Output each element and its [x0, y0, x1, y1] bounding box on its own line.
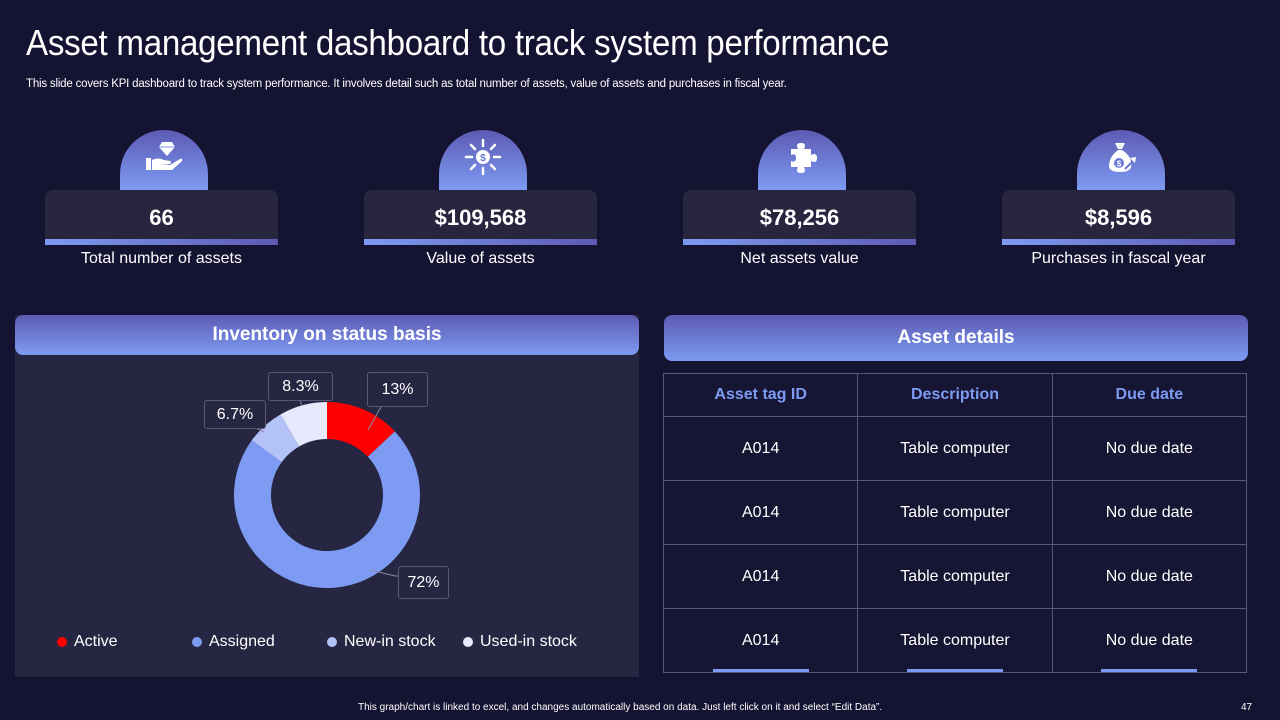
cell-due-date: No due date: [1051, 416, 1248, 481]
cell-asset-tag-id: A014: [662, 608, 859, 673]
cell-description: Table computer: [857, 480, 1053, 545]
money-bag-icon: $: [1109, 143, 1136, 172]
kpi-value: $8,596: [1002, 190, 1235, 245]
donut-slice-assigned[interactable]: [233, 431, 420, 589]
donut-chart[interactable]: [232, 400, 422, 590]
legend-label: Used-in stock: [480, 633, 577, 650]
kpi-accent-bar: [1002, 239, 1235, 245]
kpi-label: Total number of assets: [81, 250, 242, 267]
kpi-purchases: $ $8,596 Purchases in fascal year: [1002, 130, 1235, 275]
svg-text:$: $: [480, 153, 486, 164]
kpi-net-assets: $78,256 Net assets value: [683, 130, 916, 275]
page-title: Asset management dashboard to track syst…: [26, 22, 890, 63]
legend-marker-used-in-stock: [463, 637, 473, 647]
page-number: 47: [1241, 702, 1253, 713]
cell-description: Table computer: [857, 544, 1053, 609]
column-header-description: Description: [857, 373, 1053, 417]
kpi-accent-bar: [683, 239, 916, 245]
donut-slice-active[interactable]: [327, 402, 395, 457]
kpi-label: Value of assets: [426, 250, 535, 267]
cell-text: No due date: [1105, 631, 1193, 649]
table-header-row: Asset tag ID Description Due date: [662, 373, 1248, 417]
kpi-icon-badge: $: [1077, 130, 1165, 190]
dollar-sun-icon: $: [464, 138, 502, 176]
cell-text: Table computer: [900, 631, 1010, 649]
kpi-icon-badge: $: [439, 130, 527, 190]
cell-asset-tag-id: A014: [662, 416, 859, 481]
kpi-value-of-assets: $ $109,568 Value of assets: [364, 130, 597, 275]
cell-underline: [906, 669, 1003, 672]
asset-details-table: Asset tag ID Description Due date A014 T…: [662, 373, 1248, 673]
svg-text:$: $: [1117, 160, 1122, 169]
label-active-pct: 13%: [367, 372, 428, 407]
kpi-value: $78,256: [683, 190, 916, 245]
cell-asset-tag-id: A014: [662, 480, 859, 545]
inventory-panel-header: Inventory on status basis: [15, 315, 639, 355]
legend-marker-assigned: [192, 637, 202, 647]
cell-text: A014: [741, 631, 780, 649]
cell-underline: [712, 669, 809, 672]
footer-note: This graph/chart is linked to excel, and…: [358, 702, 883, 713]
kpi-value: 66: [45, 190, 278, 245]
hand-diamond-icon: [146, 142, 183, 170]
kpi-icon-badge: [758, 130, 846, 190]
legend-marker-new-in-stock: [327, 637, 337, 647]
page-subtitle: This slide covers KPI dashboard to track…: [26, 78, 787, 90]
label-new-in-stock-pct: 6.7%: [204, 400, 266, 429]
donut-slice-used-in-stock[interactable]: [280, 402, 327, 447]
kpi-label: Purchases in fascal year: [1031, 250, 1206, 267]
table-row: A014 Table computer No due date: [662, 608, 1248, 673]
table-row: A014 Table computer No due date: [662, 480, 1248, 545]
cell-description: Table computer: [857, 416, 1053, 481]
kpi-label: Net assets value: [740, 250, 859, 267]
puzzle-icon: [791, 143, 817, 173]
legend-label: Active: [74, 633, 118, 650]
cell-underline: [1101, 669, 1198, 672]
kpi-value: $109,568: [364, 190, 597, 245]
legend-marker-active: [57, 637, 67, 647]
kpi-accent-bar: [45, 239, 278, 245]
legend-item-active[interactable]: Active: [57, 633, 118, 651]
table-row: A014 Table computer No due date: [662, 416, 1248, 481]
kpi-accent-bar: [364, 239, 597, 245]
cell-due-date: No due date: [1051, 544, 1248, 609]
column-header-due-date: Due date: [1051, 373, 1248, 417]
kpi-total-assets: 66 Total number of assets: [45, 130, 278, 275]
legend-label: Assigned: [209, 633, 275, 650]
legend-item-assigned[interactable]: Assigned: [192, 633, 275, 651]
cell-asset-tag-id: A014: [662, 544, 859, 609]
cell-description: Table computer: [857, 608, 1053, 673]
column-header-asset-tag-id: Asset tag ID: [662, 373, 859, 417]
table-row: A014 Table computer No due date: [662, 544, 1248, 609]
legend-label: New-in stock: [344, 633, 436, 650]
asset-details-header: Asset details: [664, 315, 1248, 361]
legend-item-used-in-stock[interactable]: Used-in stock: [463, 633, 577, 651]
kpi-icon-badge: [120, 130, 208, 190]
donut-slice-new-in-stock[interactable]: [251, 414, 300, 463]
legend-item-new-in-stock[interactable]: New-in stock: [327, 633, 436, 651]
label-used-in-stock-pct: 8.3%: [268, 372, 333, 401]
cell-due-date: No due date: [1051, 480, 1248, 545]
label-assigned-pct: 72%: [398, 566, 449, 599]
cell-due-date: No due date: [1051, 608, 1248, 673]
